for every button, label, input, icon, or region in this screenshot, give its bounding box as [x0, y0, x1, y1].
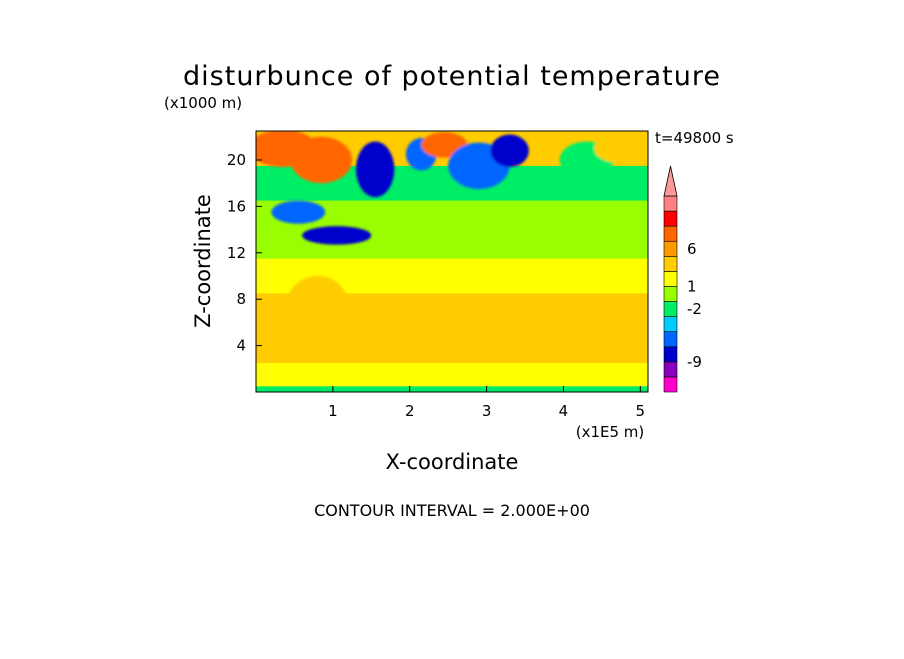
x-tick-label-4: 5	[636, 402, 646, 420]
x-tick-label-1: 2	[405, 402, 415, 420]
x-axis-label: X-coordinate	[386, 450, 519, 474]
colorbar-segment-2	[663, 346, 678, 363]
colorbar-label-0: 6	[687, 240, 697, 258]
heatmap-band-1	[256, 363, 648, 387]
heatmap-feature-8	[271, 200, 326, 224]
heatmap-features	[256, 131, 641, 346]
contour-interval-label: CONTOUR INTERVAL = 2.000E+00	[314, 501, 590, 520]
colorbar-labels: 6 1 -2 -9	[687, 240, 702, 371]
heatmap-feature-13	[286, 276, 349, 334]
y-axis-ticks: 4 8 12 16 20	[227, 151, 262, 355]
chart-title: disturbunce of potential temperature	[183, 61, 721, 92]
y-tick-label-3: 16	[227, 197, 246, 215]
z-unit-label: (x1000 m)	[164, 94, 242, 112]
heatmap-feature-12	[463, 310, 541, 346]
colorbar-segment-7	[663, 271, 678, 287]
heatmap-feature-11	[567, 313, 637, 344]
colorbar-segment-5	[663, 301, 678, 317]
x-tick-label-3: 4	[559, 402, 569, 420]
x-tick-label-2: 3	[482, 402, 492, 420]
y-tick-label-1: 8	[236, 290, 246, 308]
y-axis-label: Z-coordinate	[191, 194, 215, 328]
colorbar-extend-arrow	[663, 165, 678, 197]
heatmap-feature-10	[594, 134, 641, 163]
colorbar-segment-8	[663, 256, 678, 272]
plot-frame	[255, 130, 649, 393]
x-tick-label-0: 1	[328, 402, 338, 420]
heatmap-feature-6	[490, 134, 529, 167]
colorbar-segment-10	[663, 225, 678, 242]
colorbar-label-1: 1	[687, 277, 697, 295]
colorbar-segment-4	[663, 316, 678, 332]
y-tick-label-4: 20	[227, 151, 246, 169]
heatmap-field	[256, 131, 648, 392]
colorbar-label-2: -2	[687, 300, 702, 318]
colorbar-segment-11	[663, 210, 678, 227]
x-axis-ticks: 1 2 3 4 5	[328, 386, 645, 420]
colorbar-segment-1	[663, 361, 678, 378]
colorbar-segment-6	[663, 286, 678, 302]
time-label: t=49800 s	[655, 129, 734, 147]
heatmap-feature-2	[355, 141, 395, 198]
heatmap-band-0	[256, 386, 648, 392]
y-tick-label-2: 12	[227, 244, 246, 262]
colorbar-label-3: -9	[687, 353, 702, 371]
colorbar	[663, 165, 678, 393]
heatmap-feature-1	[290, 136, 353, 184]
colorbar-segment-12	[663, 195, 678, 212]
x-unit-label: (x1E5 m)	[576, 423, 645, 441]
colorbar-segment-0	[663, 376, 678, 393]
colorbar-segment-3	[663, 331, 678, 348]
colorbar-segment-9	[663, 240, 678, 257]
heatmap-feature-7	[302, 226, 372, 245]
y-tick-label-0: 4	[236, 337, 246, 355]
